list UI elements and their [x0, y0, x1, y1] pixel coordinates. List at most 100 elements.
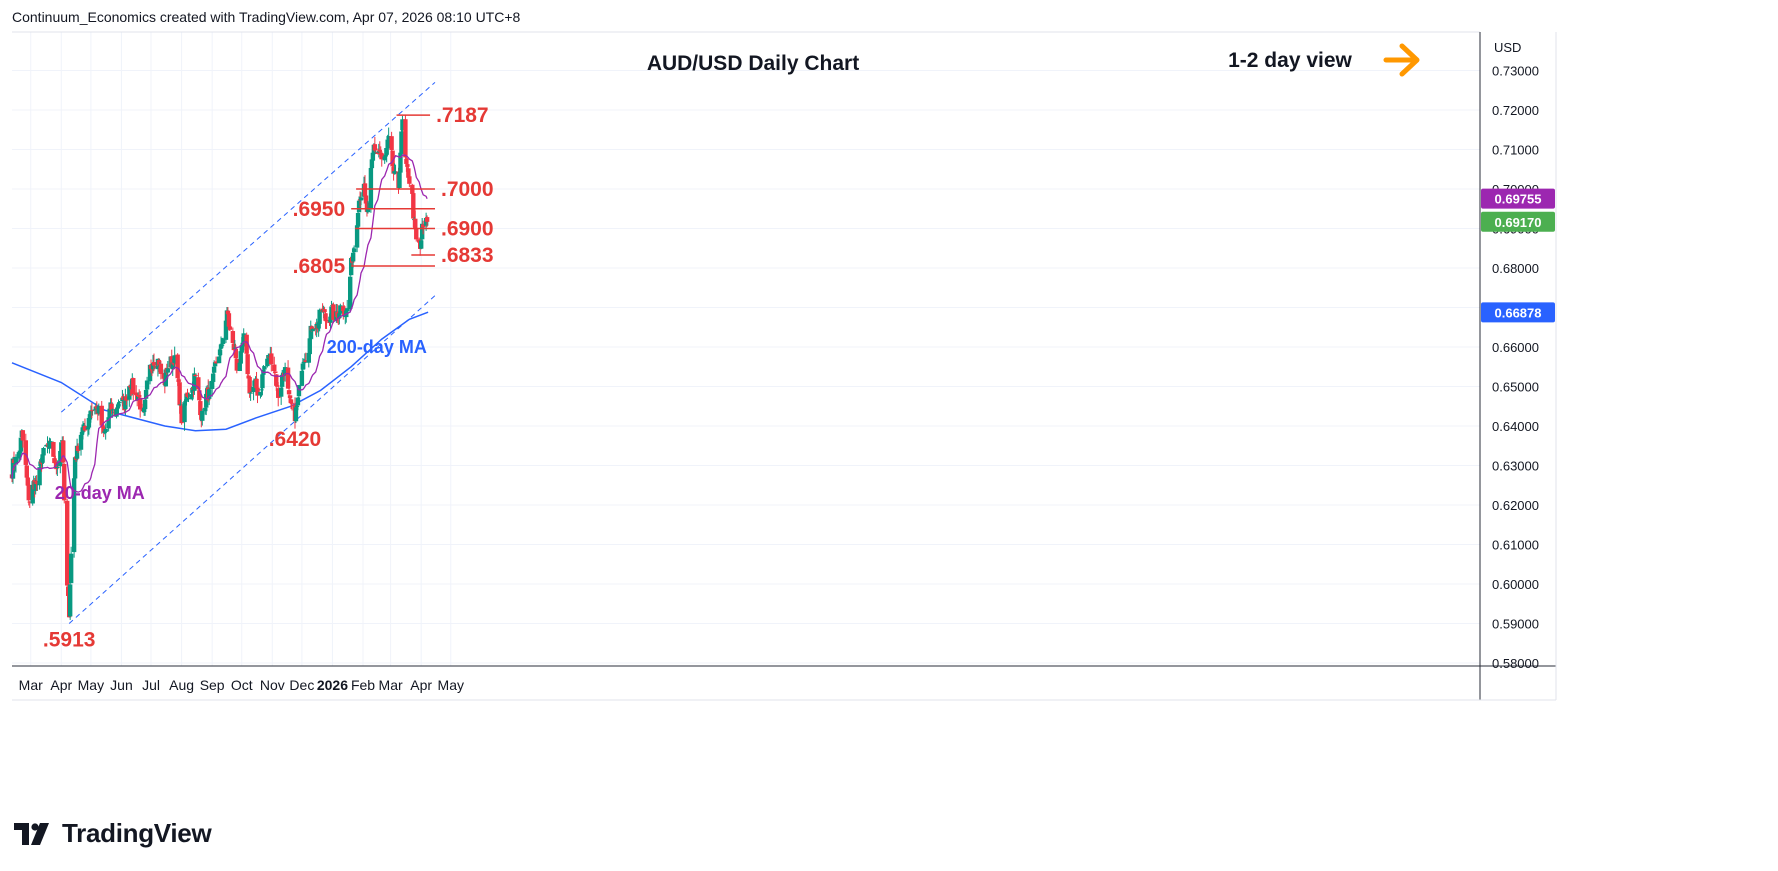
support-resistance-levels: .7187 .7000 .6950 .6900 .6833 .6805 — [293, 104, 494, 278]
candle-body — [102, 431, 107, 434]
candle-body — [241, 333, 246, 343]
candle-body — [331, 304, 336, 320]
y-tick-label: 0.63000 — [1492, 459, 1539, 474]
candle-body — [262, 366, 267, 370]
candle-body — [231, 343, 237, 351]
candle-body — [424, 217, 430, 222]
candle-body — [418, 240, 424, 249]
candle-body — [67, 584, 73, 617]
candle-body — [186, 398, 191, 400]
candle-body — [407, 176, 412, 184]
candle-body — [238, 351, 243, 364]
time-axis: Mar Apr May Jun Jul Aug Sep Oct Nov Dec 2026 Feb Mar… — [19, 677, 464, 693]
candle-body — [51, 442, 56, 457]
candle-body — [87, 414, 93, 420]
candle-body — [72, 457, 78, 479]
candle-body — [274, 374, 279, 386]
currency-label: USD — [1494, 40, 1521, 55]
candle-body — [85, 427, 91, 430]
candle-body — [47, 441, 52, 449]
candle-body — [124, 396, 129, 401]
candle-body — [289, 402, 295, 404]
candle-body — [176, 379, 181, 382]
candle-body — [282, 367, 288, 376]
candle-body — [337, 313, 342, 319]
right-arrow-icon — [1383, 43, 1420, 77]
candle-body — [403, 119, 408, 158]
candle-body — [110, 409, 115, 411]
candle-body — [375, 151, 381, 154]
level-label: .6900 — [441, 218, 494, 241]
low-annotation: .5913 — [43, 628, 96, 651]
y-tick-label: 0.58000 — [1492, 656, 1539, 671]
candle-body — [217, 349, 223, 356]
price-badge — [1481, 211, 1555, 232]
candle-body — [65, 500, 70, 586]
candle-body — [362, 183, 368, 197]
tradingview-logo-icon — [14, 822, 49, 845]
candle-body — [27, 501, 32, 503]
candles — [9, 115, 430, 620]
candle-body — [198, 401, 203, 416]
candle-body — [89, 410, 95, 412]
candle-body — [144, 380, 150, 390]
price-badge-label: 0.66878 — [1495, 305, 1542, 320]
candle-body — [109, 403, 114, 411]
candle-body — [265, 358, 270, 367]
candle-body — [52, 458, 57, 464]
candle-body — [196, 377, 201, 390]
level-label: .6805 — [293, 255, 346, 278]
candle-body — [134, 392, 139, 396]
x-tick-label: Mar — [379, 677, 403, 693]
candle-body — [33, 481, 38, 491]
candle-body — [75, 445, 81, 451]
candle-body — [239, 345, 244, 353]
candle-body — [376, 151, 381, 153]
candle-body — [248, 392, 253, 394]
x-tick-label: Apr — [50, 677, 72, 693]
x-tick-label: Aug — [169, 677, 194, 693]
price-badge — [1481, 188, 1555, 209]
annotations: .5913 .6420 20-day MA 200-day MA AUD/USD Dai… — [43, 43, 1420, 651]
candle-body — [293, 407, 299, 422]
ma200-label: 200-day MA — [327, 337, 427, 357]
price-badge-label: 0.69755 — [1495, 192, 1542, 207]
ma20-path — [11, 154, 428, 493]
candle-body — [213, 361, 219, 364]
candle-body — [269, 353, 274, 365]
candle-body — [230, 331, 236, 344]
candle-body — [92, 409, 98, 411]
candle-body — [185, 392, 190, 397]
candle-body — [377, 149, 382, 152]
candle-body — [285, 367, 291, 389]
x-tick-label: Jun — [110, 677, 133, 693]
candle-body — [255, 387, 260, 396]
x-tick-label: Dec — [289, 677, 314, 693]
candle-body — [55, 466, 60, 468]
y-tick-label: 0.61000 — [1492, 538, 1539, 553]
tradingview-logo[interactable]: TradingView — [14, 818, 212, 849]
candle-body — [142, 399, 148, 410]
ma200-path — [11, 311, 429, 432]
candle-body — [189, 394, 194, 400]
level-label: .7000 — [441, 178, 494, 201]
y-tick-label: 0.59000 — [1492, 617, 1539, 632]
x-tick-label: Feb — [351, 677, 375, 693]
candle-body — [338, 305, 343, 314]
candle-body — [247, 377, 252, 394]
candle-body — [184, 393, 189, 401]
candle-body — [299, 370, 305, 386]
candle-body — [323, 313, 328, 321]
candle-body — [258, 391, 263, 396]
candle-body — [106, 417, 111, 429]
x-tick-label: Mar — [19, 677, 43, 693]
candle-body — [172, 355, 177, 364]
candle-body — [398, 152, 403, 173]
candle-body — [100, 425, 105, 428]
price-badges: 0.69755 0.69170 0.66878 — [1481, 188, 1555, 323]
candle-body — [389, 136, 394, 151]
candle-body — [251, 386, 256, 393]
candle-body — [286, 390, 292, 395]
candle-body — [310, 328, 315, 332]
